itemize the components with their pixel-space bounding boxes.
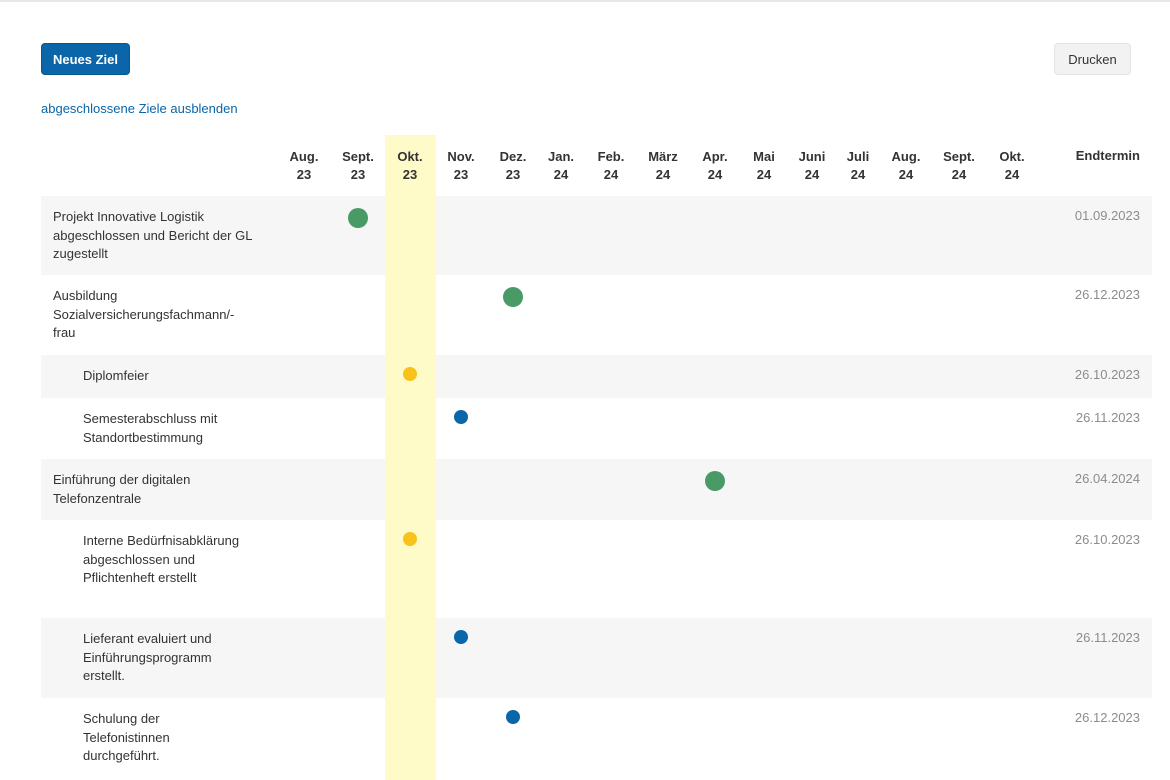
year-label: 24 xyxy=(603,167,619,182)
end-date-header: Endtermin xyxy=(1075,148,1140,163)
goal-title[interactable]: Projekt Innovative Logistik abgeschlosse… xyxy=(53,209,252,261)
month-header: Jan. 24 xyxy=(531,148,591,184)
goal-row[interactable]: Ausbildung Sozialversicherungsfachmann/-… xyxy=(41,275,1152,355)
year-label: 23 xyxy=(350,167,366,182)
timeline-header: Endtermin Aug. 23 Sept. 23 Okt. 23 Nov. 23 Dez. 2… xyxy=(41,135,1152,196)
milestone-title[interactable]: Diplomfeier xyxy=(83,368,149,383)
month-header: Nov. 23 xyxy=(431,148,491,184)
month-label: Okt. xyxy=(999,149,1025,164)
month-label: Jan. xyxy=(547,149,574,164)
goal-marker[interactable] xyxy=(705,471,725,491)
month-header: Aug. 24 xyxy=(876,148,936,184)
hide-completed-goals-link[interactable]: abgeschlossene Ziele ausblenden xyxy=(41,101,238,116)
milestone-marker[interactable] xyxy=(506,710,520,724)
year-label: 23 xyxy=(402,167,418,182)
end-date: 26.11.2023 xyxy=(1075,630,1140,645)
year-label: 24 xyxy=(850,167,866,182)
year-label: 24 xyxy=(1004,167,1020,182)
goal-title[interactable]: Einführung der digitalen Telefonzentrale xyxy=(53,472,191,506)
year-label: 24 xyxy=(553,167,569,182)
month-header: Mai 24 xyxy=(734,148,794,184)
month-header: Apr. 24 xyxy=(685,148,745,184)
month-header: Dez. 23 xyxy=(483,148,543,184)
current-month-highlight xyxy=(385,135,436,780)
month-header: Sept. 23 xyxy=(328,148,388,184)
month-label: Mai xyxy=(753,149,775,164)
month-label: Aug. xyxy=(289,149,319,164)
month-header: Okt. 23 xyxy=(380,148,440,184)
month-label: Dez. xyxy=(499,149,527,164)
month-label: Juni xyxy=(798,149,826,164)
year-label: 24 xyxy=(707,167,723,182)
month-header: Okt. 24 xyxy=(982,148,1042,184)
milestone-marker[interactable] xyxy=(454,410,468,424)
month-label: Aug. xyxy=(891,149,921,164)
milestone-row[interactable]: Schulung der Telefonistinnen durchgeführ… xyxy=(41,698,1152,780)
milestone-row[interactable]: Diplomfeier 26.10.2023 xyxy=(41,355,1152,398)
goal-row[interactable]: Einführung der digitalen Telefonzentrale… xyxy=(41,459,1152,520)
year-label: 24 xyxy=(951,167,967,182)
month-label: Sept. xyxy=(943,149,975,164)
goal-row[interactable]: Projekt Innovative Logistik abgeschlosse… xyxy=(41,196,1152,275)
month-label: Sept. xyxy=(342,149,374,164)
month-label: Apr. xyxy=(702,149,728,164)
end-date: 26.10.2023 xyxy=(1074,367,1140,382)
month-label: März xyxy=(648,149,678,164)
milestone-title[interactable]: Schulung der Telefonistinnen durchgeführ… xyxy=(83,711,170,763)
end-date: 01.09.2023 xyxy=(1074,208,1140,223)
goal-marker[interactable] xyxy=(503,287,523,307)
milestone-title[interactable]: Interne Bedürfnisabklärung abgeschlossen… xyxy=(83,533,240,585)
month-header: Feb. 24 xyxy=(581,148,641,184)
milestone-row[interactable]: Semesterabschluss mit Standortbestimmung… xyxy=(41,398,1152,459)
month-label: Feb. xyxy=(597,149,625,164)
goal-title[interactable]: Ausbildung Sozialversicherungsfachmann/-… xyxy=(53,288,235,340)
month-header: März 24 xyxy=(633,148,693,184)
month-label: Nov. xyxy=(447,149,475,164)
end-date: 26.12.2023 xyxy=(1074,710,1140,725)
month-label: Okt. xyxy=(397,149,423,164)
month-header: Sept. 24 xyxy=(929,148,989,184)
year-label: 23 xyxy=(296,167,312,182)
end-date: 26.12.2023 xyxy=(1074,287,1140,302)
end-date: 26.11.2023 xyxy=(1075,410,1140,425)
milestone-title[interactable]: Semesterabschluss mit Standortbestimmung xyxy=(83,411,218,445)
year-label: 24 xyxy=(655,167,671,182)
milestone-title[interactable]: Lieferant evaluiert und Einführungsprogr… xyxy=(83,631,212,683)
milestone-marker[interactable] xyxy=(403,367,417,381)
month-header: Juni 24 xyxy=(782,148,842,184)
year-label: 24 xyxy=(804,167,820,182)
month-header: Aug. 23 xyxy=(274,148,334,184)
milestone-row[interactable]: Lieferant evaluiert und Einführungsprogr… xyxy=(41,618,1152,698)
month-label: Juli xyxy=(846,149,870,164)
milestone-marker[interactable] xyxy=(403,532,417,546)
end-date: 26.04.2024 xyxy=(1074,471,1140,486)
month-header: Juli 24 xyxy=(828,148,888,184)
year-label: 24 xyxy=(898,167,914,182)
year-label: 24 xyxy=(756,167,772,182)
year-label: 23 xyxy=(453,167,469,182)
milestone-row[interactable]: Interne Bedürfnisabklärung abgeschlossen… xyxy=(41,520,1152,618)
goals-timeline: Endtermin Aug. 23 Sept. 23 Okt. 23 Nov. 23 Dez. 2… xyxy=(41,135,1152,780)
year-label: 23 xyxy=(505,167,521,182)
top-divider xyxy=(0,0,1170,2)
end-date: 26.10.2023 xyxy=(1074,532,1140,547)
milestone-marker[interactable] xyxy=(454,630,468,644)
new-goal-button[interactable]: Neues Ziel xyxy=(41,43,130,75)
goal-marker[interactable] xyxy=(348,208,368,228)
print-button[interactable]: Drucken xyxy=(1054,43,1131,75)
